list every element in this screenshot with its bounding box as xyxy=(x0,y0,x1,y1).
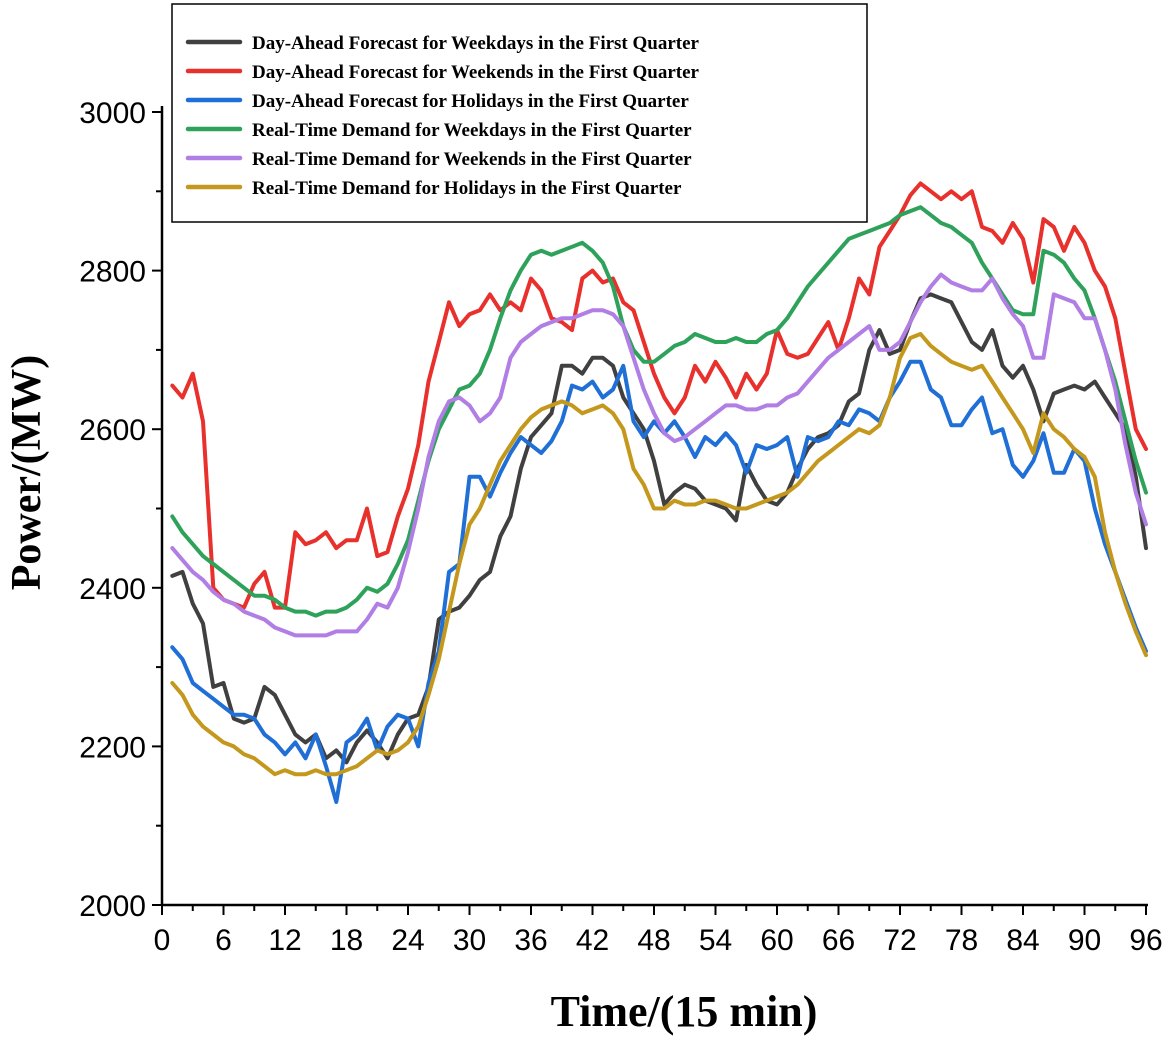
y-tick-label: 3000 xyxy=(79,97,146,130)
x-tick-label: 78 xyxy=(945,924,978,957)
y-tick-label: 2400 xyxy=(79,573,146,606)
x-axis-title: Time/(15 min) xyxy=(551,987,818,1036)
x-tick-label: 60 xyxy=(760,924,793,957)
legend-label-4: Real-Time Demand for Weekdays in the Fir… xyxy=(252,120,692,141)
x-tick-label: 90 xyxy=(1068,924,1101,957)
legend: Day-Ahead Forecast for Weekdays in the F… xyxy=(171,3,868,223)
x-tick-label: 36 xyxy=(514,924,547,957)
series-line-2 xyxy=(170,181,1148,610)
x-tick-label: 12 xyxy=(268,924,301,957)
x-tick-label: 66 xyxy=(822,924,855,957)
x-tick-label: 48 xyxy=(637,924,670,957)
y-tick-label: 2000 xyxy=(79,890,146,923)
x-tick-label: 54 xyxy=(699,924,732,957)
x-tick-label: 18 xyxy=(330,924,363,957)
legend-label-5: Real-Time Demand for Weekends in the Fir… xyxy=(252,149,692,170)
x-tick-label: 84 xyxy=(1006,924,1039,957)
x-tick-label: 6 xyxy=(215,924,232,957)
x-tick-label: 42 xyxy=(576,924,609,957)
legend-label-1: Day-Ahead Forecast for Weekdays in the F… xyxy=(252,33,700,54)
legend-label-3: Day-Ahead Forecast for Holidays in the F… xyxy=(252,91,689,112)
x-tick-label: 96 xyxy=(1129,924,1162,957)
y-axis-title: Power/(MW) xyxy=(4,355,50,591)
axes-layer: 0 6 12 18 24 30 36 42 48 54 60 66 72 78 84 90 96 2000 2200… xyxy=(79,97,1162,957)
series-line-5 xyxy=(170,272,1148,638)
series-layer xyxy=(170,181,1148,804)
y-tick-label: 2200 xyxy=(79,731,146,764)
y-tick-label: 2800 xyxy=(79,256,146,289)
x-tick-label: 0 xyxy=(154,924,171,957)
series-line-6 xyxy=(170,332,1148,777)
series-line-1 xyxy=(170,292,1148,765)
legend-label-6: Real-Time Demand for Holidays in the Fir… xyxy=(252,178,682,199)
x-tick-label: 72 xyxy=(883,924,916,957)
y-tick-label: 2600 xyxy=(79,414,146,447)
x-tick-label: 30 xyxy=(453,924,486,957)
x-tick-label: 24 xyxy=(391,924,424,957)
series-line-4 xyxy=(170,205,1148,618)
legend-label-2: Day-Ahead Forecast for Weekends in the F… xyxy=(252,62,700,83)
legend-box xyxy=(171,3,868,223)
